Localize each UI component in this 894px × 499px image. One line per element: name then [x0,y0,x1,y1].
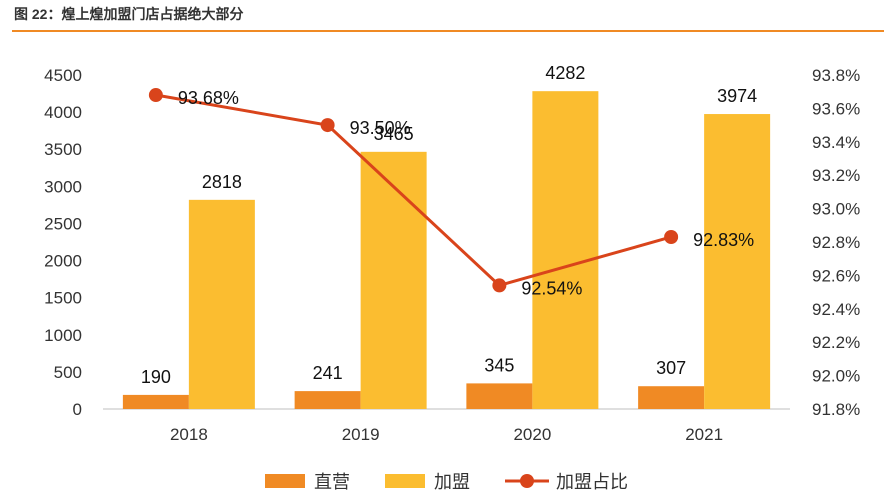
bar-direct [466,383,533,409]
data-label-ratio: 92.54% [521,278,582,298]
bar-direct [122,394,189,409]
ratio-point [148,88,163,103]
data-label-ratio: 93.68% [178,88,239,108]
left-tick-label: 3000 [44,177,82,196]
bar-direct [294,391,361,409]
ratio-point [664,229,679,244]
figure-title: 图 22：煌上煌加盟门店占据绝大部分 [14,6,244,22]
left-tick-label: 0 [73,400,82,419]
right-tick-label: 93.4% [812,133,860,152]
data-label-franchise: 3465 [374,124,414,144]
right-tick-label: 93.2% [812,166,860,185]
bar-direct [638,386,705,409]
left-axis-ticks: 0 500 1000 1500 2000 2500 3000 3500 4000 4500 [44,66,82,419]
x-tick-label: 2021 [685,425,723,444]
data-label-ratio: 92.83% [693,230,754,250]
title-rule [12,30,884,32]
right-tick-label: 91.8% [812,400,860,419]
legend-marker-ratio [520,474,534,488]
data-label-franchise: 3974 [717,86,757,106]
right-tick-label: 93.0% [812,200,860,219]
bar-franchise [704,114,771,409]
data-label-ratio: 93.50% [350,118,411,138]
right-tick-label: 92.0% [812,367,860,386]
right-tick-label: 93.8% [812,66,860,85]
bars [122,91,771,409]
ratio-line [155,93,672,288]
legend-label-direct: 直营 [314,472,350,492]
bar-franchise [360,151,427,409]
left-tick-label: 1000 [44,326,82,345]
legend: 直营 加盟 加盟占比 [265,472,628,492]
data-label-franchise: 2818 [202,172,242,192]
legend-label-ratio: 加盟占比 [556,472,628,492]
right-tick-label: 93.6% [812,99,860,118]
legend-label-franchise: 加盟 [434,472,470,492]
right-tick-label: 92.8% [812,233,860,252]
bar-labels: 190 2818 241 3465 345 4282 307 3974 [141,63,757,387]
bar-franchise [188,199,255,409]
left-tick-label: 1500 [44,289,82,308]
ratio-point [320,118,335,133]
legend-swatch-franchise [385,474,425,488]
left-tick-label: 3500 [44,140,82,159]
right-tick-label: 92.2% [812,333,860,352]
left-tick-label: 4000 [44,103,82,122]
x-tick-label: 2020 [513,425,551,444]
x-tick-label: 2019 [342,425,380,444]
data-label-direct: 345 [484,355,514,375]
legend-swatch-direct [265,474,305,488]
x-tick-label: 2018 [170,425,208,444]
right-tick-label: 92.6% [812,266,860,285]
ratio-point [492,278,507,293]
data-label-franchise: 4282 [545,63,585,83]
ratio-line-series: 93.68% 93.50% 92.54% 92.83% [148,88,754,298]
right-tick-label: 92.4% [812,300,860,319]
left-tick-label: 500 [54,363,82,382]
x-axis-ticks: 2018 2019 2020 2021 [170,425,723,444]
left-tick-label: 2500 [44,214,82,233]
right-axis-ticks: 91.8% 92.0% 92.2% 92.4% 92.6% 92.8% 93.0% 93.2%… [812,66,860,419]
left-tick-label: 4500 [44,66,82,85]
data-label-direct: 307 [656,358,686,378]
bar-franchise [532,91,599,409]
data-label-direct: 190 [141,367,171,387]
data-label-direct: 241 [313,363,343,383]
left-tick-label: 2000 [44,252,82,271]
